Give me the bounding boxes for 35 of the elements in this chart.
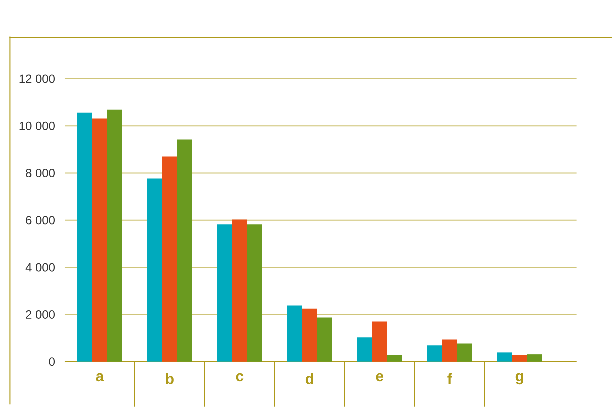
bar	[217, 224, 232, 362]
x-tick-label: e	[376, 373, 384, 382]
y-tick-label: 10 000	[20, 122, 55, 130]
y-tick-label: 0	[49, 357, 56, 366]
bar	[457, 344, 472, 362]
bar	[92, 118, 108, 362]
bar	[317, 318, 332, 362]
bar	[302, 308, 318, 362]
bar	[177, 140, 192, 362]
x-tick-label: g	[516, 373, 524, 384]
bar	[147, 178, 162, 362]
y-tick-label: 4 000	[26, 263, 55, 272]
x-tick-label: c	[236, 373, 244, 382]
bar	[247, 224, 262, 362]
y-tick-label: 2 000	[26, 310, 55, 319]
bar	[372, 322, 388, 362]
bar	[497, 352, 512, 362]
bar	[527, 354, 542, 362]
bar	[77, 112, 92, 362]
y-tick-label: 12 000	[20, 74, 55, 84]
x-tick-label: d	[306, 373, 314, 384]
bar	[162, 156, 178, 362]
y-tick-label: 8 000	[26, 168, 55, 178]
bar	[107, 110, 122, 362]
x-tick-label: f	[448, 373, 452, 384]
bar	[232, 220, 248, 362]
bar	[442, 340, 458, 362]
x-tick-label: b	[166, 373, 174, 384]
bar	[357, 337, 372, 362]
bar	[287, 306, 302, 362]
bar	[512, 355, 528, 362]
y-tick-label: 6 000	[26, 216, 55, 224]
bar	[387, 355, 402, 362]
x-tick-label: a	[96, 373, 104, 382]
bar	[427, 345, 442, 362]
